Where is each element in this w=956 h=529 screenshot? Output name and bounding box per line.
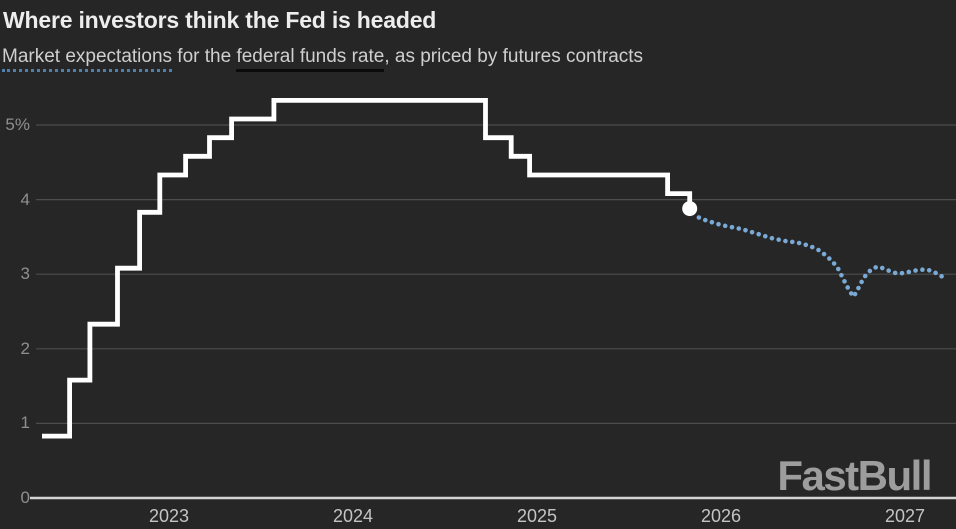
legend-term-federal-funds-rate: federal funds rate — [236, 46, 385, 72]
y-axis-label-2: 2 — [20, 338, 30, 358]
chart-subtitle: Market expectations for the federal fund… — [2, 46, 644, 72]
y-axis-label-5: 5% — [5, 115, 30, 134]
current-rate-marker — [682, 201, 698, 217]
x-axis-label-2023: 2023 — [148, 506, 190, 526]
y-axis-label-3: 3 — [20, 264, 30, 284]
actual-rate-step-line — [42, 98, 693, 439]
x-axis-label-2027: 2027 — [884, 506, 926, 526]
futures-expectation-dotted-line — [696, 215, 945, 299]
y-axis-label-1: 1 — [20, 413, 30, 433]
chart-title: Where investors think the Fed is headed — [3, 7, 437, 33]
subtitle-tail-text: , as priced by futures contracts — [384, 46, 644, 67]
subtitle-mid-text: for the — [172, 46, 237, 67]
y-axis-label-4: 4 — [20, 189, 30, 209]
y-axis-label-0: 0 — [20, 488, 30, 507]
x-axis-label-2024: 2024 — [332, 506, 374, 526]
x-axis-label-2025: 2025 — [516, 506, 558, 526]
fastbull-logo: FastBull — [777, 452, 932, 499]
x-axis-label-2026: 2026 — [700, 506, 742, 526]
legend-term-market-expectations: Market expectations — [2, 46, 173, 72]
